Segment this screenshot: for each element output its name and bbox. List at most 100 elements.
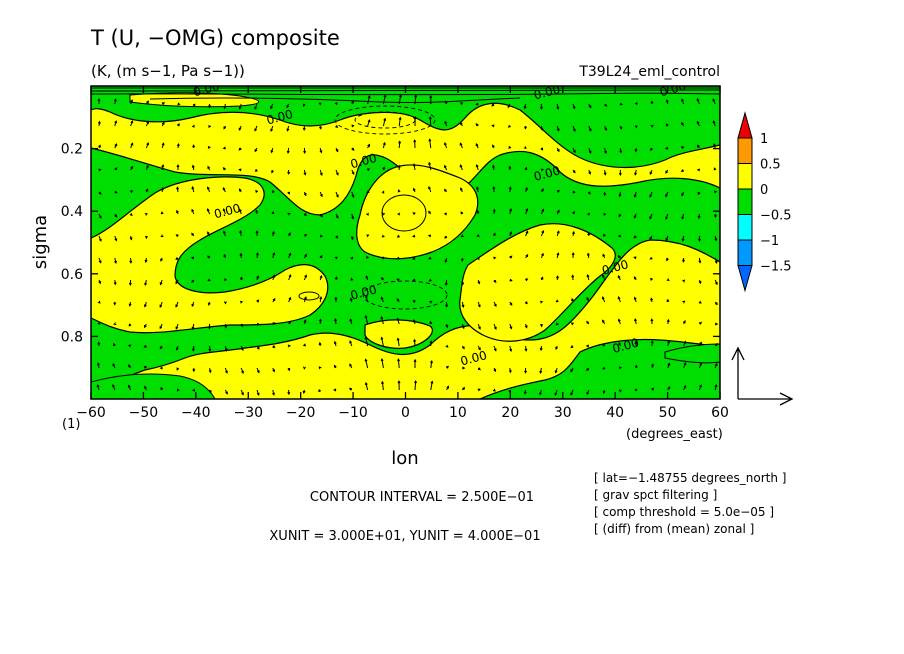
wind-vector-head (398, 140, 402, 144)
wind-vector-head (586, 296, 590, 300)
wind-vector-head (681, 259, 685, 263)
wind-vector-head (491, 103, 495, 107)
wind-vector-head (602, 343, 606, 347)
wind-vector-head (98, 191, 102, 195)
wind-vector (430, 381, 433, 391)
wind-vector-head (445, 304, 449, 308)
wind-vector-head (618, 389, 622, 393)
wind-vector-head (143, 344, 147, 348)
wind-vector-head (525, 208, 529, 212)
wind-vector-head (318, 389, 322, 393)
wind-vector-head (255, 189, 259, 193)
wind-vector-head (509, 326, 513, 330)
wind-vector-head (146, 142, 150, 146)
wind-vector-head (633, 235, 637, 239)
wind-vector-head (475, 102, 479, 106)
wind-vector-head (539, 324, 543, 328)
wind-vector-head (272, 297, 276, 301)
wind-vector-head (349, 363, 352, 367)
wind-vector-head (712, 120, 716, 124)
wind-vector-head (304, 253, 307, 257)
wind-vector-head (224, 278, 227, 282)
wind-vector-head (428, 300, 433, 304)
wind-vector-head (696, 98, 700, 102)
wind-vector-head (683, 384, 687, 389)
wind-vector-head (334, 276, 338, 280)
wind-vector-head (650, 297, 654, 301)
wind-vector-head (190, 256, 195, 260)
wind-vector-head (539, 347, 543, 352)
wind-vector-head (128, 282, 132, 286)
wind-vector-head (430, 359, 433, 364)
wind-vector-head (475, 123, 479, 127)
wind-vector-head (397, 189, 401, 193)
x-tick-label: 50 (659, 405, 677, 421)
run-name: T39L24_eml_control (578, 64, 720, 80)
wind-vector-head (680, 146, 684, 150)
wind-vector-head (97, 341, 101, 345)
wind-vector-head (461, 326, 465, 330)
wind-vector-head (443, 142, 447, 146)
wind-vector-head (256, 370, 260, 374)
wind-vector-head (588, 171, 592, 175)
wind-vector-head (286, 105, 290, 109)
wind-vector-head (334, 296, 338, 300)
wind-vector-head (112, 384, 115, 388)
wind-vector-head (429, 94, 433, 99)
wind-vector-head (351, 171, 355, 175)
wind-vector-head (256, 299, 260, 303)
wind-vector-head (603, 172, 607, 176)
wind-vector-head (714, 362, 718, 367)
wind-vector-head (509, 231, 513, 235)
x-tick-label: 40 (606, 405, 624, 421)
wind-vector-head (714, 342, 718, 346)
wind-vector-head (586, 273, 590, 278)
wind-vector-head (396, 234, 400, 238)
wind-vector (365, 315, 369, 325)
wind-vector-head (509, 278, 513, 282)
wind-vector-head (366, 234, 370, 238)
corner-label: (1) (62, 417, 80, 432)
wind-vector-head (191, 164, 195, 168)
wind-vector-head (713, 167, 717, 171)
wind-vector-head (177, 102, 181, 106)
wind-vector-head (175, 281, 179, 285)
wind-vector-head (681, 238, 685, 242)
wind-vector-head (633, 215, 637, 219)
wind-vector-head (459, 102, 464, 105)
wind-vector-head (445, 365, 449, 369)
wind-vector-head (555, 322, 559, 326)
wind-vector-head (349, 387, 353, 391)
wind-vector-head (364, 314, 368, 319)
wind-vector-head (492, 388, 496, 392)
wind-vector-head (412, 163, 416, 167)
contour-negative-upper (334, 105, 436, 135)
wind-vector-head (714, 238, 718, 242)
wind-vector-head (665, 146, 669, 150)
wind-vector-head (366, 255, 370, 259)
wind-vector-head (697, 238, 701, 243)
wind-vector-head (509, 255, 513, 259)
wind-vector-head (696, 144, 700, 148)
wind-vector-head (412, 319, 416, 323)
x-tick-label: 0 (401, 405, 410, 421)
y-axis-title: sigma (30, 215, 51, 269)
wind-vector-head (477, 367, 481, 371)
wind-vector-head (241, 392, 244, 396)
wind-vector-head (207, 326, 211, 330)
wind-vector-head (112, 362, 116, 367)
wind-vector-head (698, 280, 702, 285)
wind-vector-head (492, 232, 496, 236)
wind-vector-head (602, 366, 606, 370)
wind-vector (381, 358, 384, 369)
colorbar-band (737, 214, 753, 241)
wind-vector-head (649, 236, 653, 241)
wind-vector-head (524, 126, 528, 130)
wind-vector-head (478, 326, 481, 330)
wind-vector-head (380, 336, 384, 340)
y-axis: 0.2 0.4 0.6 0.8 (61, 142, 720, 345)
field-region-center-yellow (356, 164, 479, 260)
wind-vector-head (129, 237, 133, 241)
wind-vector-head (508, 186, 512, 190)
wind-vector (429, 117, 432, 127)
